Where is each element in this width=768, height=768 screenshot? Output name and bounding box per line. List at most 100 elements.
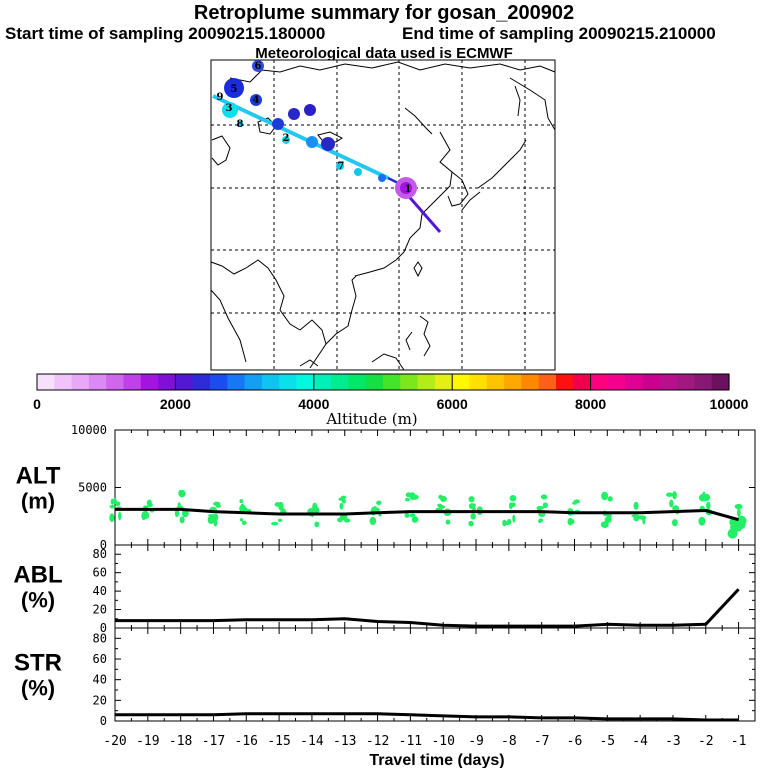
colorbar-cell [711, 374, 730, 390]
y-tick-label: 0 [100, 714, 107, 728]
panel-frame [114, 627, 756, 722]
cluster-marker [400, 182, 412, 194]
colorbar-cell [452, 374, 471, 390]
colorbar-cell [279, 374, 298, 390]
map-coastlines [210, 61, 556, 371]
altitude-scatter-point [278, 501, 284, 511]
altitude-scatter-point [567, 517, 573, 526]
colorbar-cell [106, 374, 125, 390]
x-tick-label: -20 [103, 734, 126, 749]
panel-ylabel: STR [14, 650, 62, 677]
x-tick-label: -19 [136, 734, 159, 749]
altitude-scatter-point [177, 502, 181, 508]
altitude-scatter-point [512, 514, 516, 523]
colorbar-cell [192, 374, 211, 390]
map-panel: 1 2 3 4 5 6 7 8 9 [210, 59, 556, 371]
time-series-panels: 1000050000ALT(m)806040200ABL(%)806040200… [13, 423, 756, 728]
trajectory-line-tail [403, 191, 442, 233]
colorbar-tick-label: 8000 [575, 396, 606, 412]
x-tick-label: -16 [235, 734, 258, 749]
altitude-scatter-point [179, 516, 185, 524]
colorbar-tick-label: 10000 [710, 396, 749, 412]
altitude-scatter-point [437, 503, 443, 508]
x-tick-label: -2 [698, 734, 714, 749]
altitude-scatter-point [112, 498, 117, 505]
colorbar-cell [365, 374, 384, 390]
x-tick-label: -18 [169, 734, 192, 749]
cluster-marker [354, 168, 362, 176]
x-tick-label: -6 [567, 734, 583, 749]
trajectory-label: 6 [255, 61, 262, 72]
colorbar-cell [417, 374, 436, 390]
colorbar-cell [175, 374, 194, 390]
x-tick-label: -4 [632, 734, 648, 749]
trajectory-line-main [212, 94, 389, 180]
y-tick-label: 5000 [78, 481, 107, 495]
colorbar-tick-label: 0 [33, 396, 41, 412]
altitude-scatter-point [118, 511, 122, 521]
altitude-scatter-point [665, 492, 674, 497]
cluster-marker [222, 102, 238, 118]
cluster-marker [288, 108, 300, 120]
altitude-scatter-point [109, 513, 115, 523]
altitude-scatter-point [409, 513, 416, 518]
colorbar-cell [538, 374, 557, 390]
altitude-scatter-point [240, 503, 245, 509]
colorbar-cell [261, 374, 280, 390]
cluster-marker [224, 78, 244, 98]
altitude-scatter-point [540, 494, 548, 500]
altitude-scatter-point [146, 499, 152, 508]
panel-alt: 10000 5000 0 ALT(m) [16, 423, 756, 552]
panel-ylabel-unit: (m) [21, 489, 55, 514]
colorbar-cell [625, 374, 644, 390]
y-tick-label: 60 [93, 652, 107, 666]
trajectory-labels: 1 2 3 4 5 6 7 8 9 [217, 61, 412, 195]
colorbar-cell [227, 374, 246, 390]
cluster-marker [304, 104, 316, 116]
colorbar-cell [677, 374, 695, 390]
altitude-scatter-point [109, 504, 116, 509]
altitude-scatter-point [174, 509, 180, 518]
colorbar-cell [71, 374, 90, 390]
trajectory-label: 5 [231, 84, 238, 95]
colorbar-cell [88, 374, 107, 390]
x-tick-label: -1 [731, 734, 747, 749]
colorbar-cell [521, 374, 540, 390]
x-tick-label: -8 [501, 734, 517, 749]
cluster-marker [237, 121, 243, 127]
x-tick-label: -15 [267, 734, 290, 749]
trajectory-label: 8 [237, 119, 244, 130]
altitude-scatter-point [411, 516, 419, 523]
altitude-scatter-point [572, 501, 577, 505]
cluster-marker [282, 136, 290, 144]
altitude-scatter-point [369, 516, 377, 526]
trajectory-label: 9 [217, 92, 224, 103]
altitude-scatter-point [509, 495, 517, 502]
panel-ylabel-unit: (%) [21, 588, 55, 613]
colorbar-tick-label: 4000 [298, 396, 329, 412]
x-tick-label: -3 [665, 734, 681, 749]
altitude-scatter-point [239, 499, 244, 504]
colorbar-cell [331, 374, 349, 390]
colorbar-cell [486, 374, 505, 390]
altitude-scatter-point [241, 520, 247, 526]
altitude-scatter-point [698, 516, 706, 526]
chart-title: Retroplume summary for gosan_200902 [193, 2, 575, 24]
x-axis: -20 -19 -18 -17 -16 -15 -14 -13 -12 -11 -10 -9 -8 -7 -… [103, 734, 746, 768]
altitude-scatter-point [339, 502, 344, 510]
colorbar-cell [642, 374, 661, 390]
cluster-marker [250, 94, 262, 106]
altitude-scatter-point [470, 513, 476, 520]
altitude-scatter-point [672, 491, 677, 500]
altitude-scatter-point [213, 501, 221, 507]
altitude-scatter-point [507, 518, 512, 525]
altitude-scatter-point [669, 499, 674, 508]
trajectory-label: 7 [338, 161, 345, 172]
y-tick-label: 0 [100, 621, 107, 635]
altitude-scatter-point [600, 521, 609, 529]
colorbar-cell [54, 374, 73, 390]
x-tick-label: -5 [599, 734, 615, 749]
altitude-scatter-point [604, 516, 612, 523]
x-tick-label: -10 [431, 734, 454, 749]
colorbar-cell [210, 374, 228, 390]
